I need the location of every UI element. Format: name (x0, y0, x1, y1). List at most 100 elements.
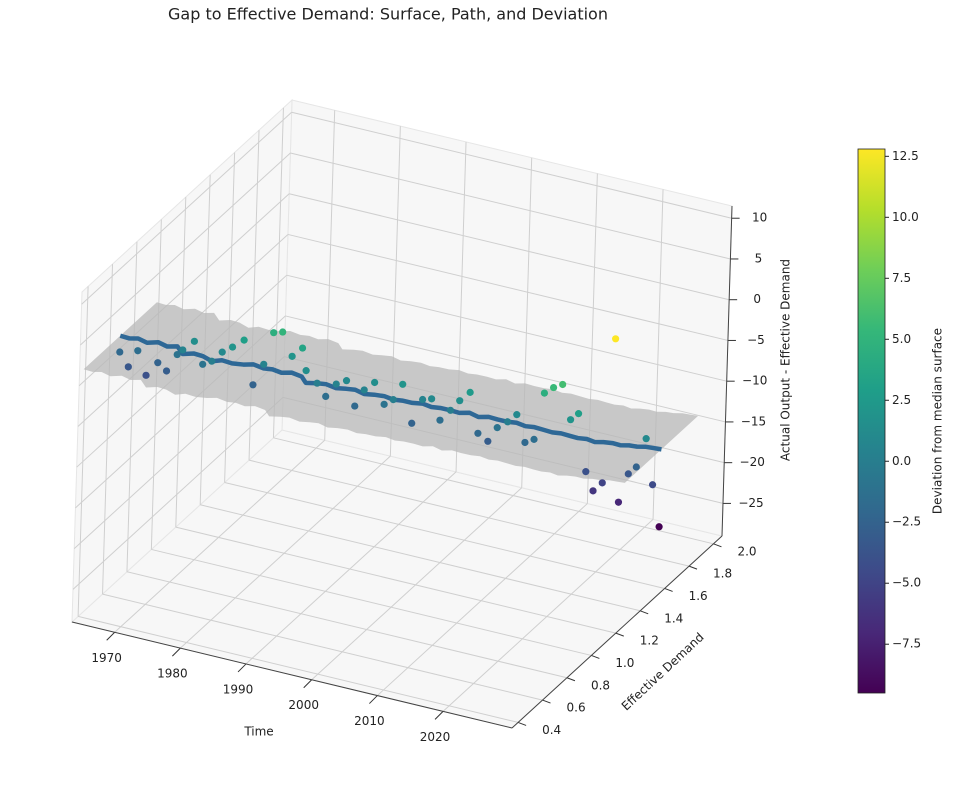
x-tick-label: 1980 (157, 667, 188, 681)
point (624, 470, 632, 478)
tick-mark (640, 610, 649, 615)
point (598, 479, 606, 487)
x-tick-label: 1970 (91, 651, 122, 665)
grid-line (102, 593, 543, 701)
colorbar-tick-label: −7.5 (892, 637, 921, 651)
point (521, 438, 529, 447)
grid-line (286, 274, 727, 382)
point (179, 346, 187, 354)
point (322, 392, 330, 401)
point (342, 377, 351, 385)
grid-line (311, 487, 523, 681)
point (574, 410, 583, 418)
grid-line (291, 111, 732, 219)
point (456, 397, 464, 405)
grid-line (72, 397, 284, 590)
z-tick-label: 0 (753, 292, 761, 306)
grid-line (224, 481, 665, 589)
x-tick-label: 1990 (223, 682, 254, 696)
point (582, 468, 590, 476)
y-tick-label: 1.2 (640, 634, 659, 648)
surface (83, 302, 699, 483)
x-tick-label: 2000 (288, 698, 319, 712)
axis-line (71, 621, 513, 729)
point (208, 357, 216, 365)
point (199, 360, 207, 368)
z-tick-label: −10 (742, 374, 767, 388)
point (351, 402, 359, 410)
point (116, 348, 124, 356)
grid-line (273, 437, 714, 545)
point (228, 343, 237, 351)
point (540, 389, 549, 397)
grid-line (224, 152, 236, 483)
point (614, 498, 623, 506)
y-axis-label: Effective Demand (619, 630, 707, 713)
colorbar-label: Deviation from median surface (931, 328, 945, 514)
point (632, 463, 640, 471)
grid-line (377, 503, 588, 696)
point (436, 416, 444, 424)
tick-mark (369, 695, 378, 704)
point (134, 347, 142, 355)
y-tick-label: 0.4 (542, 723, 561, 737)
point (466, 388, 474, 396)
point (446, 406, 455, 414)
axis-line (511, 535, 723, 729)
grid-line (289, 193, 730, 301)
grid-line (102, 264, 114, 595)
grid-line (81, 111, 292, 305)
y-tick-label: 1.4 (664, 611, 683, 625)
point (474, 429, 482, 437)
tick-mark (542, 699, 551, 704)
y-tick-label: 2.0 (737, 544, 756, 558)
z-tick-label: −20 (740, 455, 765, 469)
grid-line (77, 615, 519, 723)
tick-mark (713, 543, 722, 548)
grid-line (114, 439, 326, 633)
z-tick-label: 5 (755, 251, 763, 265)
tick-mark (517, 721, 527, 726)
point (332, 380, 340, 388)
x-tick-label: 2020 (420, 730, 451, 744)
point (260, 360, 268, 368)
point (313, 379, 321, 387)
grid-line (287, 233, 729, 341)
grid-line (652, 189, 664, 520)
colorbar-tick-label: 10.0 (892, 210, 919, 224)
grid-line (180, 455, 391, 649)
grid-line (80, 152, 291, 346)
x-tick-label: 2010 (354, 714, 385, 728)
tick-mark (688, 565, 698, 570)
grid-line (126, 241, 138, 572)
z-axis-label: Actual Output - Effective Demand (779, 259, 793, 461)
tick-mark (664, 587, 673, 592)
point (298, 344, 307, 352)
z-tick-label: −5 (747, 333, 765, 347)
point (270, 329, 278, 337)
tick-mark (303, 679, 313, 689)
grid-line (77, 286, 89, 617)
y-tick-label: 0.8 (591, 678, 610, 692)
point (530, 435, 538, 443)
point (408, 419, 416, 427)
point (173, 350, 181, 359)
point (371, 378, 379, 387)
point (380, 400, 388, 408)
point (249, 381, 257, 389)
point (493, 424, 501, 432)
grid-line (151, 548, 592, 656)
point (612, 335, 620, 343)
colorbar (857, 148, 886, 694)
colorbar-tick-label: 7.5 (892, 271, 911, 285)
tick-mark (237, 663, 247, 673)
z-tick-label: 10 (752, 211, 767, 225)
colorbar-tick-label: 2.5 (892, 393, 911, 407)
x-axis-label: Time (243, 725, 273, 739)
y-tick-label: 0.6 (567, 701, 586, 715)
point (648, 481, 657, 489)
point (218, 348, 226, 356)
tick-mark (615, 632, 624, 637)
point (124, 363, 132, 371)
